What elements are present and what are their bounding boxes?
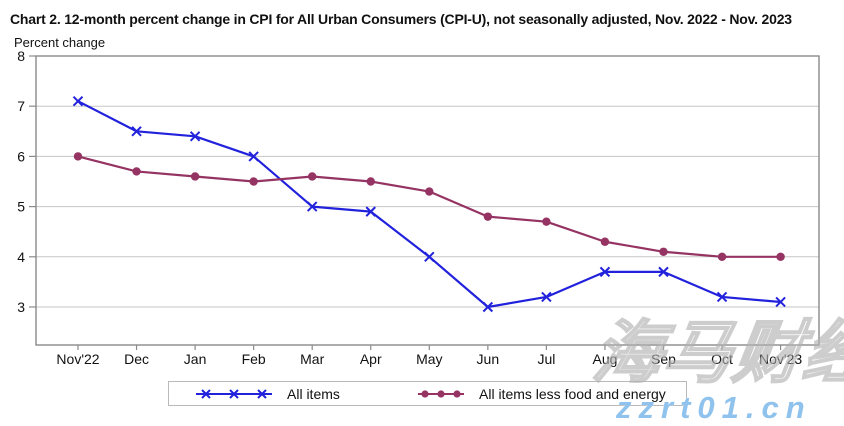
x-tick-label: Nov'22 [56,351,99,367]
series-all-items-less-food-and-energy [73,152,785,261]
legend-sample-x-line [196,388,272,399]
x-tick-label: Jul [537,351,555,367]
legend-sample-dot-line [418,389,464,398]
legend-item: All items [196,382,340,405]
chart-title: Chart 2. 12-month percent change in CPI … [10,11,792,27]
y-tick-label: 4 [17,249,25,265]
y-tick-label: 5 [17,199,25,215]
y-tick-label: 7 [17,98,25,114]
legend-label: All items less food and energy [479,385,666,402]
gridlines [36,105,819,308]
legend-label: All items [287,385,340,402]
y-tick-label: 6 [17,148,25,164]
legend: All items All items less food and energy [168,381,687,406]
x-tick-label: Jan [184,351,207,367]
y-tick-label: 8 [17,48,25,64]
x-axis-labels: Nov'22 Dec Jan Feb Mar Apr May Jun Jul Aug Sep Oct N… [56,345,802,367]
x-tick-label: Sep [651,351,676,367]
x-tick-label: Aug [592,351,617,367]
y-axis-labels: 3 4 5 6 7 8 [17,48,36,315]
plot-border [35,55,820,346]
x-tick-label: Nov'23 [759,351,802,367]
x-tick-label: Oct [711,351,733,367]
x-tick-label: Jun [477,351,500,367]
x-tick-label: Apr [360,351,382,367]
series-all-items [72,95,786,313]
x-tick-label: May [416,351,442,367]
legend-item: All items less food and energy [418,382,666,405]
y-axis-title: Percent change [14,35,106,50]
x-tick-label: Feb [242,351,266,367]
x-tick-label: Dec [124,351,149,367]
y-tick-label: 3 [17,299,25,315]
x-tick-label: Mar [300,351,324,367]
